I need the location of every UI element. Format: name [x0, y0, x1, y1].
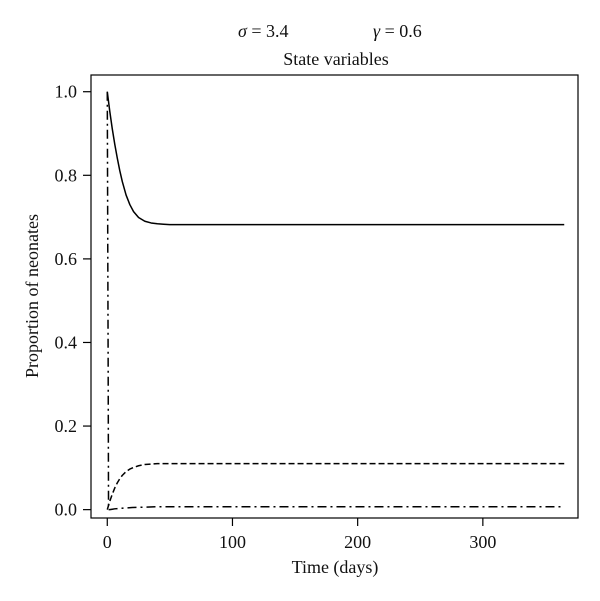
y-axis-label: Proportion of neonates	[22, 214, 42, 378]
param-gamma: γ = 0.6	[373, 21, 422, 41]
param-sigma-symbol: σ	[238, 21, 248, 41]
param-gamma-symbol: γ	[373, 21, 381, 41]
series-group	[106, 91, 565, 511]
y-tick-label: 1.0	[55, 82, 78, 102]
y-tick-label: 0.4	[55, 332, 78, 352]
x-axis: 0 100 200 300	[103, 518, 496, 552]
x-tick-label: 100	[219, 532, 246, 552]
series-line-dashdot	[106, 91, 565, 511]
param-sigma-value: = 3.4	[247, 21, 289, 41]
x-tick-label: 0	[103, 532, 112, 552]
y-tick-label: 0.8	[55, 165, 78, 185]
series-line-dashed	[106, 462, 565, 510]
series-line-solid	[106, 91, 565, 226]
param-sigma: σ = 3.4	[238, 21, 289, 41]
plot-frame	[90, 74, 579, 519]
chart-subtitle: State variables	[283, 49, 388, 69]
y-axis: 0.0 0.2 0.4 0.6 0.8 1.0	[55, 82, 91, 520]
x-axis-label: Time (days)	[292, 557, 379, 578]
y-tick-label: 0.6	[55, 249, 78, 269]
x-tick-label: 200	[344, 532, 371, 552]
y-tick-label: 0.0	[55, 500, 78, 520]
x-tick-label: 300	[469, 532, 496, 552]
param-gamma-value: = 0.6	[380, 21, 422, 41]
y-tick-label: 0.2	[55, 416, 78, 436]
